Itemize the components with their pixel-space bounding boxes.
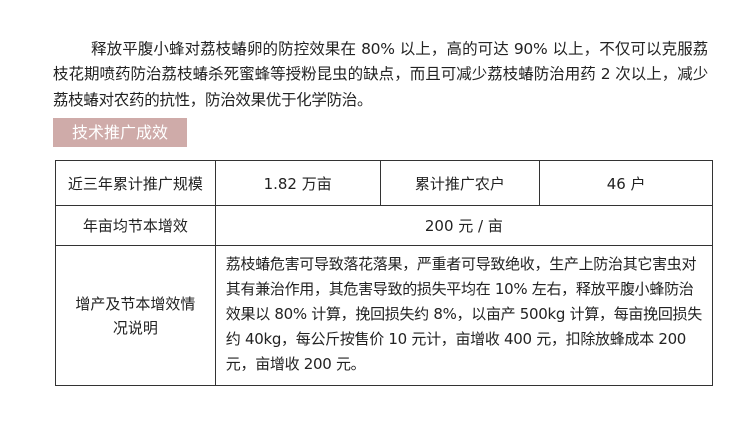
table-row: 增产及节本增效情况说明 荔枝蝽危害可导致落花落果，严重者可导致绝收，生产上防治其… <box>55 245 714 386</box>
cell-label: 累计推广农户 <box>379 160 541 206</box>
cell-label: 增产及节本增效情况说明 <box>55 245 216 386</box>
cell-value: 200 元 / 亩 <box>214 205 714 246</box>
cell-label: 年亩均节本增效 <box>55 205 216 246</box>
intro-paragraph: 释放平腹小蜂对荔枝蝽卵的防控效果在 80% 以上，高的可达 90% 以上，不仅可… <box>53 39 708 109</box>
cell-description: 荔枝蝽危害可导致落花落果，严重者可导致绝收，生产上防治其它害虫对其有兼治作用，其… <box>214 245 714 386</box>
table-row: 年亩均节本增效 200 元 / 亩 <box>55 205 714 246</box>
cell-value: 46 户 <box>539 160 713 206</box>
section-label: 技术推广成效 <box>53 118 187 147</box>
cell-value: 1.82 万亩 <box>214 160 381 206</box>
results-table: 近三年累计推广规模 1.82 万亩 累计推广农户 46 户 年亩均节本增效 20… <box>55 160 714 386</box>
table-row: 近三年累计推广规模 1.82 万亩 累计推广农户 46 户 <box>55 160 713 206</box>
cell-label: 近三年累计推广规模 <box>55 160 216 206</box>
